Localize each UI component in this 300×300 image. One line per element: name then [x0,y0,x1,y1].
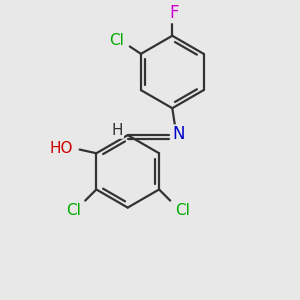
Text: Cl: Cl [109,33,124,48]
Text: HO: HO [49,141,73,156]
Text: Cl: Cl [175,203,190,218]
Text: F: F [169,4,179,22]
Text: N: N [172,125,185,143]
Text: Cl: Cl [66,203,81,218]
Text: H: H [112,123,123,138]
